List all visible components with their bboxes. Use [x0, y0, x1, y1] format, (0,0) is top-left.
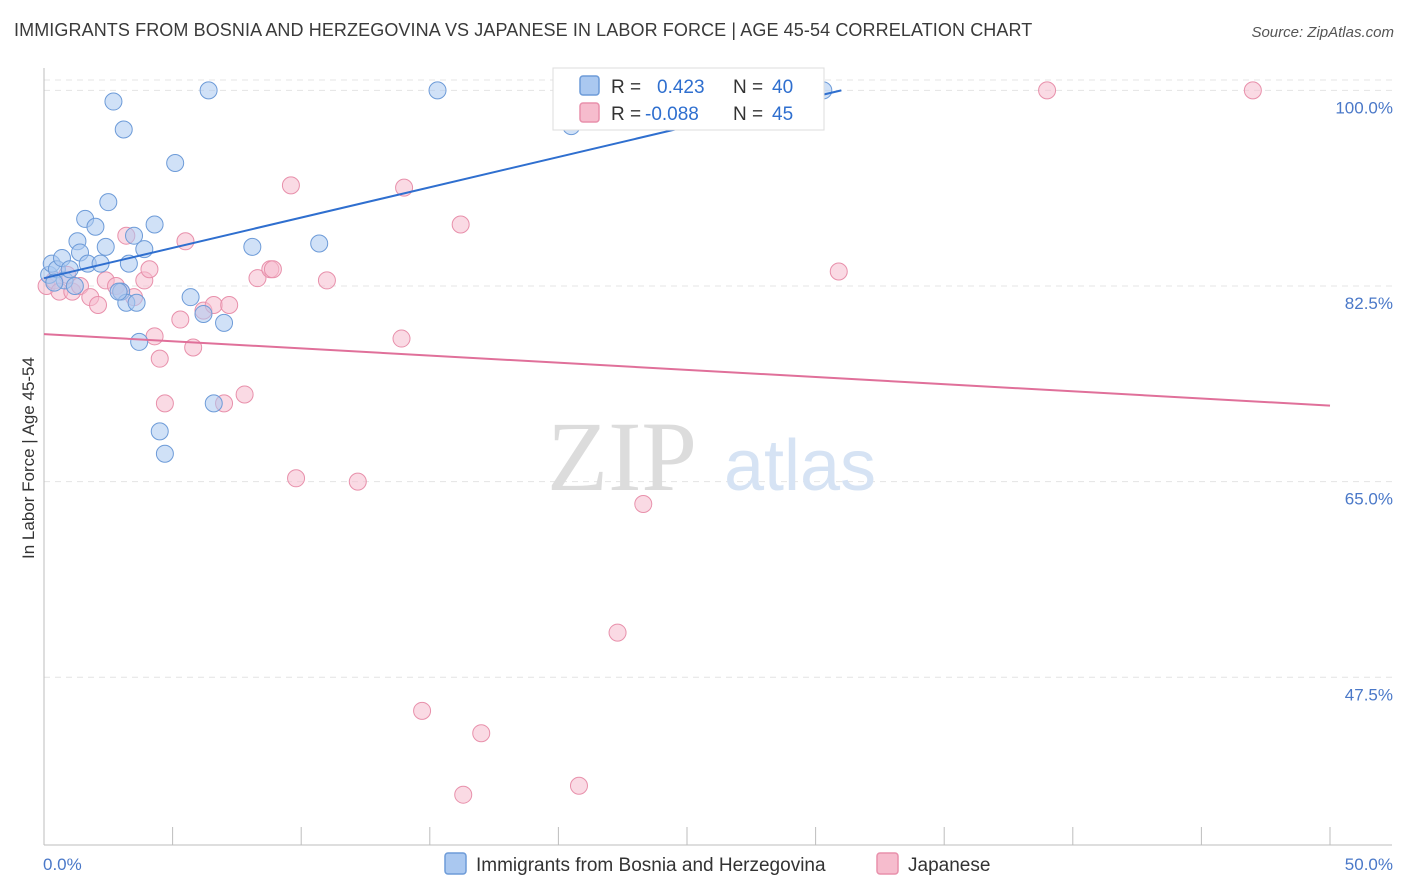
series-legend-label-bosnia: Immigrants from Bosnia and Herzegovina — [476, 855, 826, 876]
series-legend-swatch-bosnia — [444, 852, 467, 875]
japanese-point — [454, 785, 473, 804]
bosnia-point — [99, 193, 118, 212]
x-tick-label-end: 50.0% — [1345, 855, 1393, 874]
trend-lines — [43, 89, 1331, 407]
bosnia-point — [86, 217, 105, 236]
bosnia-point — [104, 92, 123, 111]
japanese-trend-line — [43, 333, 1331, 407]
bosnia-point — [109, 282, 128, 301]
japanese-point — [89, 296, 108, 315]
y-tick-label: 47.5% — [1345, 685, 1393, 704]
legend-n-value-japanese: 45 — [772, 104, 793, 125]
japanese-point — [150, 349, 169, 368]
bosnia-point — [243, 237, 262, 256]
bosnia-point — [65, 277, 84, 296]
source-credit: Source: ZipAtlas.com — [1251, 24, 1394, 41]
legend-r-value-japanese: -0.088 — [645, 104, 699, 125]
legend-swatch-japanese — [579, 102, 600, 123]
y-tick-label: 100.0% — [1335, 98, 1393, 117]
legend-r-label: R = — [611, 104, 641, 125]
bosnia-point — [60, 260, 79, 279]
japanese-point — [348, 472, 367, 491]
japanese-point — [413, 701, 432, 720]
bosnia-point — [155, 444, 174, 463]
japanese-point — [287, 469, 306, 488]
bosnia-point — [114, 120, 133, 139]
bosnia-point — [181, 288, 200, 307]
bosnia-point — [204, 394, 223, 413]
legend-r-label: R = — [611, 77, 641, 98]
x-tick-label-start: 0.0% — [43, 855, 82, 874]
japanese-point — [248, 269, 267, 288]
japanese-point — [472, 724, 491, 743]
y-tick-label: 82.5% — [1345, 294, 1393, 313]
japanese-point — [451, 215, 470, 234]
watermark-atlas: atlas — [724, 426, 876, 506]
japanese-point — [145, 327, 164, 346]
japanese-point — [140, 260, 159, 279]
bosnia-point — [125, 226, 144, 245]
japanese-point — [235, 385, 254, 404]
japanese-point — [829, 262, 848, 281]
bosnia-point — [96, 237, 115, 256]
japanese-point — [220, 296, 239, 315]
japanese-point — [1243, 81, 1262, 100]
legend-n-value-bosnia: 40 — [772, 77, 793, 98]
watermark: ZIP atlas — [547, 401, 876, 512]
japanese-point — [317, 271, 336, 290]
japanese-point — [155, 394, 174, 413]
axis-tick-labels: 47.5% 65.0% 82.5% 100.0% 0.0% 50.0% — [43, 98, 1393, 874]
series-legend: Immigrants from Bosnia and Herzegovina J… — [444, 852, 990, 876]
y-tick-label: 65.0% — [1345, 490, 1393, 509]
bosnia-point — [428, 81, 447, 100]
japanese-point — [281, 176, 300, 195]
chart-title: IMMIGRANTS FROM BOSNIA AND HERZEGOVINA V… — [14, 20, 1033, 40]
axes — [43, 68, 1392, 846]
bosnia-point — [310, 234, 329, 253]
bosnia-point — [215, 313, 234, 332]
bosnia-point — [166, 154, 185, 173]
stats-legend: R = 0.423 N = 40 R = -0.088 N = 45 — [552, 67, 825, 131]
series-legend-swatch-japanese — [876, 852, 899, 875]
series-legend-label-japanese: Japanese — [908, 855, 990, 876]
japanese-point — [171, 310, 190, 329]
watermark-zip: ZIP — [547, 401, 697, 512]
bosnia-point — [45, 273, 64, 292]
japanese-point — [569, 776, 588, 795]
bosnia-point — [194, 304, 213, 323]
bosnia-point — [145, 215, 164, 234]
stats-legend-row-japanese: R = -0.088 N = 45 — [579, 102, 793, 125]
bosnia-point — [130, 332, 149, 351]
stats-legend-row-bosnia: R = 0.423 N = 40 — [579, 75, 793, 98]
gridlines — [44, 79, 1392, 678]
bosnia-point — [127, 293, 146, 312]
japanese-point — [392, 329, 411, 348]
japanese-point — [634, 495, 653, 514]
legend-n-label: N = — [733, 104, 763, 125]
legend-n-label: N = — [733, 77, 763, 98]
japanese-point — [263, 260, 282, 279]
japanese-point — [608, 623, 627, 642]
legend-r-value-bosnia: 0.423 — [657, 77, 705, 98]
bosnia-point — [150, 422, 169, 441]
japanese-point — [1038, 81, 1057, 100]
bosnia-point — [199, 81, 218, 100]
y-axis-label: In Labor Force | Age 45-54 — [19, 357, 38, 559]
legend-swatch-bosnia — [579, 75, 600, 96]
